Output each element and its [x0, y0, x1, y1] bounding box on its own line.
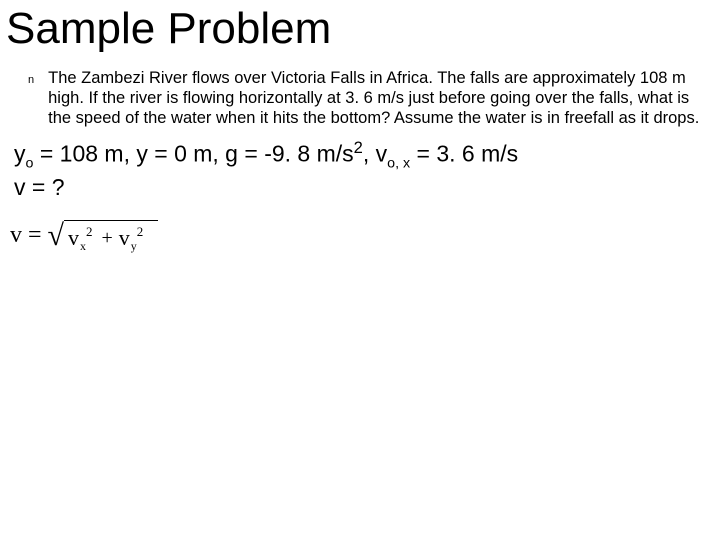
- radicand: vx2 + vy2: [64, 220, 158, 250]
- formula-block: v = √ vx2 + vy2: [0, 202, 720, 250]
- given-values: yo = 108 m, y = 0 m, g = -9. 8 m/s2, vo,…: [0, 128, 720, 202]
- equals-sign: =: [28, 222, 42, 249]
- problem-text: The Zambezi River flows over Victoria Fa…: [48, 68, 710, 128]
- formula-lhs: v: [10, 222, 22, 249]
- term-vy2: vy2: [119, 226, 153, 250]
- term-vx2: vx2: [68, 226, 102, 250]
- plus-sign: +: [102, 228, 119, 250]
- sqrt-icon: √ vx2 + vy2: [48, 220, 159, 250]
- givens-line-2: v = ?: [14, 173, 710, 202]
- problem-block: n The Zambezi River flows over Victoria …: [0, 64, 720, 128]
- speed-formula: v = √ vx2 + vy2: [8, 220, 720, 250]
- bullet-icon: n: [28, 70, 34, 90]
- givens-line-1: yo = 108 m, y = 0 m, g = -9. 8 m/s2, vo,…: [14, 138, 710, 173]
- slide-title: Sample Problem: [0, 0, 720, 64]
- radical-sign: √: [48, 221, 64, 251]
